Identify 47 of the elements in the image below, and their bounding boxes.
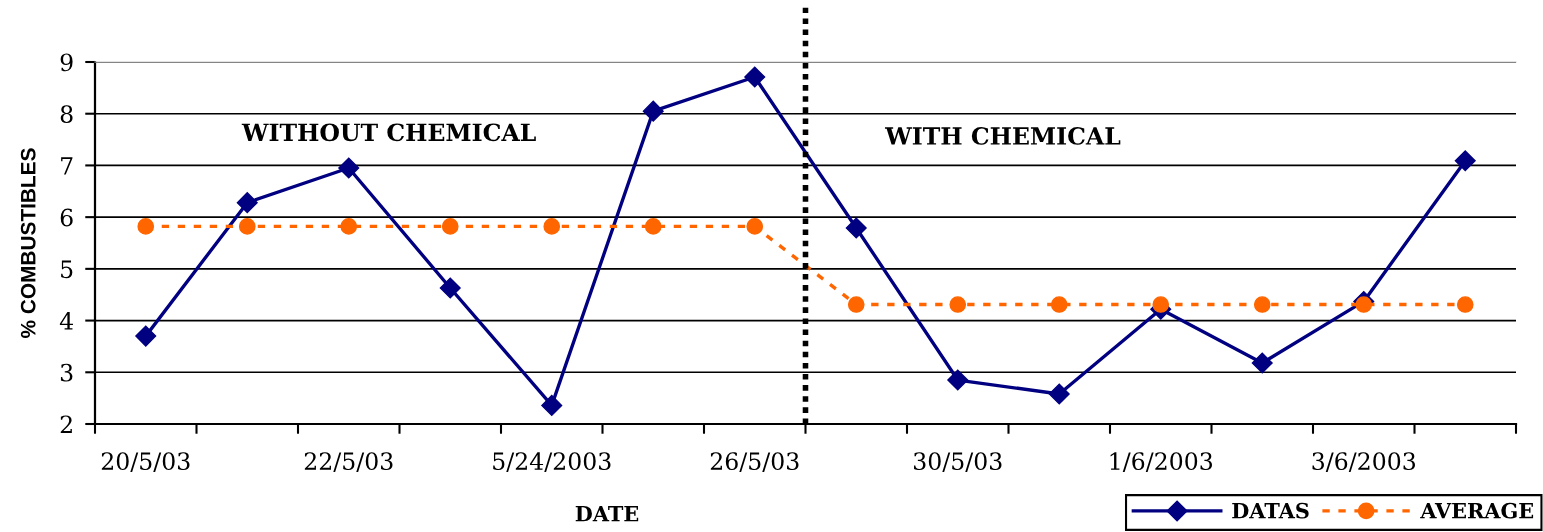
point xyxy=(1050,296,1068,313)
point xyxy=(439,277,461,299)
point xyxy=(1355,296,1373,313)
y-tick-label: 7 xyxy=(61,157,73,175)
point xyxy=(238,218,256,235)
point xyxy=(744,66,766,88)
point xyxy=(947,369,969,391)
annotation: WITHOUT CHEMICAL xyxy=(241,123,536,142)
point xyxy=(441,218,459,235)
x-tick-label: 5/24/2003 xyxy=(493,452,611,472)
point xyxy=(1456,296,1474,313)
point xyxy=(541,394,563,416)
point xyxy=(1048,383,1070,405)
y-tick-label: 4 xyxy=(59,312,73,330)
x-tick-label: 26/5/03 xyxy=(710,452,799,472)
y-axis-title: % COMBUSTIBLES xyxy=(20,148,36,338)
point xyxy=(135,325,157,347)
y-tick-label: 9 xyxy=(60,53,73,72)
point xyxy=(746,218,764,235)
x-tick-label: 1/6/2003 xyxy=(1110,452,1213,472)
point xyxy=(847,296,865,313)
legend-label: DATAS xyxy=(1232,502,1309,519)
point xyxy=(949,296,967,313)
point xyxy=(644,218,662,235)
point xyxy=(845,217,867,239)
annotation: WITH CHEMICAL xyxy=(884,127,1121,145)
legend-label: AVERAGE xyxy=(1420,502,1534,519)
x-tick-label: 3/6/2003 xyxy=(1312,452,1416,472)
y-tick-label: 2 xyxy=(60,415,72,433)
point xyxy=(1251,352,1273,374)
point xyxy=(1152,296,1170,313)
point xyxy=(1454,150,1476,172)
y-tick-label: 5 xyxy=(61,260,73,279)
point xyxy=(236,192,258,214)
x-axis-title: DATE xyxy=(575,506,639,522)
x-tick-label: 22/5/03 xyxy=(304,452,393,472)
x-tick-label: 20/5/03 xyxy=(101,452,190,472)
y-tick-label: 6 xyxy=(60,208,73,227)
y-tick-label: 3 xyxy=(60,363,73,382)
x-tick-label: 30/5/03 xyxy=(914,452,1002,472)
point xyxy=(338,157,360,179)
point xyxy=(137,218,155,235)
point xyxy=(543,218,561,235)
y-tick-label: 8 xyxy=(60,105,73,124)
point xyxy=(642,100,664,122)
point xyxy=(340,218,358,235)
point xyxy=(1253,296,1271,313)
